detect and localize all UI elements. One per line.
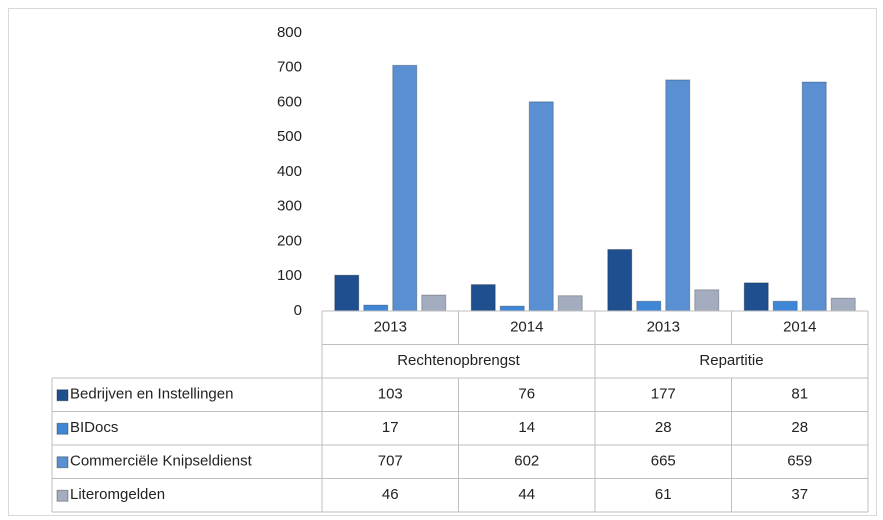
bar (470, 284, 496, 312)
legend-label: BIDocs (70, 419, 118, 436)
bar (363, 304, 389, 312)
table-value: 46 (382, 486, 399, 503)
x-group-label: Repartitie (699, 352, 763, 369)
x-tick-label: 2014 (783, 319, 816, 336)
table-value: 14 (518, 419, 535, 436)
legend-key (56, 489, 69, 502)
table-value: 37 (791, 486, 808, 503)
bar (528, 101, 554, 312)
table-value: 81 (791, 386, 808, 403)
bar (636, 300, 662, 312)
bar (392, 64, 418, 312)
legend-key (56, 389, 69, 402)
bar (421, 294, 447, 312)
y-tick-label: 700 (277, 59, 302, 76)
bar (607, 248, 633, 312)
bar (772, 300, 798, 312)
table-value: 17 (382, 419, 399, 436)
table-value: 76 (518, 386, 535, 403)
table-value: 28 (655, 419, 672, 436)
table-value: 44 (518, 486, 535, 503)
bar (830, 297, 856, 312)
bar (334, 274, 360, 312)
bar (557, 295, 583, 312)
x-tick-label: 2013 (647, 319, 680, 336)
table-value: 659 (787, 453, 812, 470)
y-tick-label: 200 (277, 232, 302, 249)
x-group-label: Rechtenopbrengst (397, 352, 520, 369)
y-tick-label: 0 (294, 302, 302, 319)
y-tick-label: 600 (277, 93, 302, 110)
chart-border (8, 8, 877, 516)
y-tick-label: 400 (277, 163, 302, 180)
table-value: 177 (651, 386, 676, 403)
x-tick-label: 2013 (374, 319, 407, 336)
y-tick-label: 300 (277, 198, 302, 215)
bar (743, 282, 769, 312)
bar (801, 81, 827, 312)
legend-label: Bedrijven en Instellingen (70, 386, 233, 403)
bar (665, 79, 691, 312)
table-value: 61 (655, 486, 672, 503)
legend-label: Commerciële Knipseldienst (70, 453, 253, 470)
table-value: 602 (514, 453, 539, 470)
y-tick-label: 500 (277, 128, 302, 145)
x-tick-label: 2014 (510, 319, 543, 336)
y-tick-label: 100 (277, 267, 302, 284)
table-value: 665 (651, 453, 676, 470)
table-value: 707 (378, 453, 403, 470)
bar (694, 289, 720, 312)
bar (499, 305, 525, 312)
y-tick-label: 800 (277, 24, 302, 41)
legend-key (56, 456, 69, 469)
table-value: 103 (378, 386, 403, 403)
table-value: 28 (791, 419, 808, 436)
legend-label: Literomgelden (70, 486, 165, 503)
legend-key (56, 422, 69, 435)
